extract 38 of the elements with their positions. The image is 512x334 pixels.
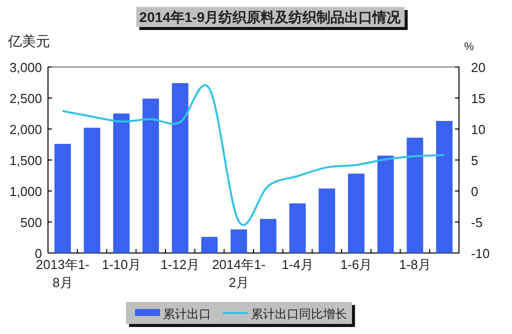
bar	[348, 174, 364, 253]
x-tick-label: 1-10月	[102, 257, 141, 272]
y-tick-label: 2,000	[9, 122, 42, 137]
bar	[230, 229, 248, 253]
y2-tick-label: 15	[471, 91, 486, 106]
x-tick-label: 2014年1-2月	[212, 257, 266, 290]
bar	[289, 203, 306, 253]
bar	[172, 83, 188, 253]
bar	[406, 138, 424, 253]
y-tick-label: 500	[20, 215, 42, 230]
bar	[113, 114, 130, 253]
y2-tick-label: 20	[471, 60, 486, 75]
chart-title: 2014年1-9月纺织原料及纺织制品出口情况	[139, 9, 402, 25]
y2-tick-label: 0	[471, 184, 478, 199]
bar	[201, 236, 218, 253]
y2-tick-label: 5	[471, 153, 478, 168]
x-tick-label: 1-6月	[340, 257, 372, 272]
legend-label: 累计出口同比增长	[251, 307, 347, 321]
bar	[318, 188, 336, 253]
bar	[84, 128, 100, 253]
bar	[54, 144, 71, 253]
bar	[377, 156, 394, 253]
y-tick-label: 3,000	[9, 60, 42, 75]
legend-label: 累计出口	[163, 307, 211, 321]
bar	[142, 98, 159, 253]
y2-tick-label: -10	[471, 246, 490, 261]
bar	[436, 120, 453, 253]
y2-tick-label: 10	[471, 122, 486, 137]
y-tick-label: 1,000	[9, 184, 42, 199]
y-tick-label: 1,500	[9, 153, 42, 168]
y2-tick-label: -5	[471, 215, 483, 230]
x-tick-label: 1-4月	[282, 257, 314, 272]
bar	[260, 218, 276, 253]
x-tick-label: 1-8月	[399, 257, 431, 272]
y-tick-label: 2,500	[9, 91, 42, 106]
y2-axis-title: %	[464, 41, 474, 53]
y-axis-title: 亿美元	[7, 33, 50, 49]
x-tick-label: 1-12月	[160, 257, 200, 272]
